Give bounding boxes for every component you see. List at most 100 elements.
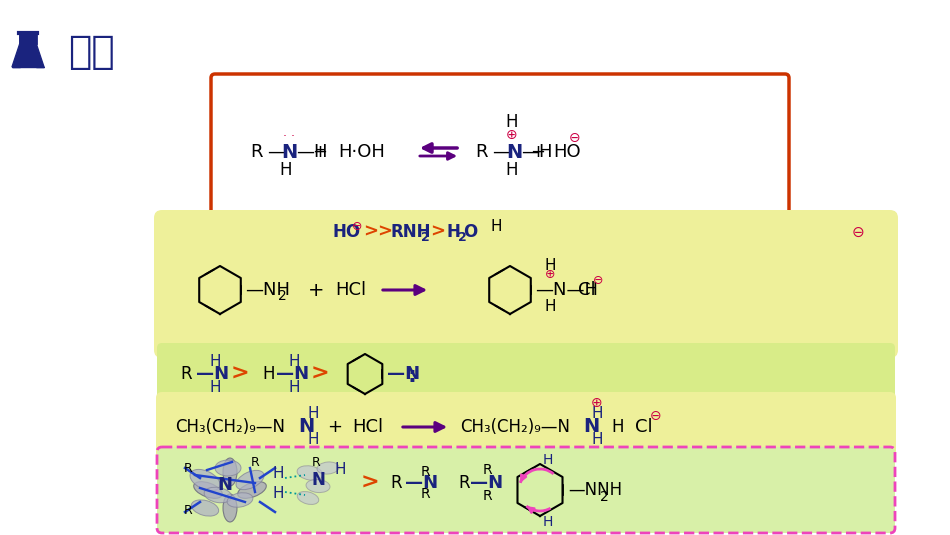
Text: ⊕: ⊕ [544,268,555,280]
Text: —: — [267,143,285,161]
Text: >: > [361,473,379,493]
Text: R: R [475,143,487,161]
Text: H: H [273,467,284,482]
Text: +: + [328,418,343,436]
Ellipse shape [223,494,237,522]
Ellipse shape [215,460,241,476]
Text: N: N [218,476,233,494]
Text: >: > [311,364,330,384]
Text: R: R [420,465,429,479]
Text: —N: —N [196,365,229,383]
Text: H: H [279,161,293,179]
FancyBboxPatch shape [157,343,895,405]
Text: H: H [334,462,346,478]
Ellipse shape [238,482,266,498]
Text: ⊕: ⊕ [591,396,603,410]
Ellipse shape [317,462,339,474]
Text: R: R [250,143,262,161]
Text: +: + [530,143,545,161]
Polygon shape [12,35,44,67]
Text: 2: 2 [421,231,429,243]
Text: HO: HO [553,143,580,161]
Ellipse shape [190,469,220,491]
Text: O: O [463,223,477,241]
Ellipse shape [227,493,253,507]
Text: —N: —N [470,474,504,492]
Ellipse shape [223,458,237,486]
Text: R: R [483,489,492,503]
Text: —N—H: —N—H [535,281,598,299]
Text: H: H [544,299,556,314]
Text: >>: >> [363,223,393,241]
Text: —NH: —NH [245,281,290,299]
Text: 碱性: 碱性 [68,33,115,71]
Ellipse shape [191,500,218,516]
Text: H: H [591,407,602,422]
Text: RNH: RNH [390,223,430,241]
Text: H: H [544,257,556,272]
Text: R: R [483,463,492,477]
Text: H: H [505,161,519,179]
Ellipse shape [204,487,232,503]
Text: H: H [591,432,602,447]
Text: HO: HO [332,223,360,241]
Text: N: N [311,471,325,489]
Text: H: H [611,418,623,436]
FancyBboxPatch shape [211,74,789,222]
Text: · ·: · · [283,129,295,142]
Ellipse shape [297,466,323,480]
Text: Cl: Cl [578,281,596,299]
Ellipse shape [297,492,319,505]
Text: ⊖: ⊖ [851,225,864,240]
Text: R: R [180,365,192,383]
Text: Cl: Cl [635,418,653,436]
Text: H: H [307,407,319,422]
Polygon shape [12,43,44,67]
Text: H: H [262,365,275,383]
Text: R: R [183,503,192,516]
Text: —N: —N [276,365,309,383]
Text: R: R [420,487,429,501]
Text: H: H [542,515,553,529]
Text: R: R [458,474,469,492]
Text: >: > [430,223,445,241]
Text: —NNH: —NNH [568,481,622,499]
Text: CH₃(CH₂)₉—N: CH₃(CH₂)₉—N [175,418,285,436]
Text: —N: —N [387,365,420,383]
Text: ⊖: ⊖ [650,409,662,423]
Text: HCl: HCl [335,281,366,299]
Text: H: H [307,432,319,447]
Text: —N: —N [405,474,438,492]
Text: HCl: HCl [352,418,383,436]
Ellipse shape [236,470,264,490]
Text: 2: 2 [278,289,287,303]
Text: ⊖: ⊖ [593,273,603,287]
Text: H·OH: H·OH [338,143,385,161]
Text: N: N [506,142,522,162]
Text: ⊖: ⊖ [569,131,580,145]
Ellipse shape [306,479,330,493]
Text: +: + [308,280,324,300]
Text: N: N [583,417,599,437]
Text: —H: —H [296,143,328,161]
Ellipse shape [194,482,222,498]
Text: —H: —H [521,143,553,161]
Text: H: H [505,113,519,131]
Text: 2: 2 [458,231,466,243]
Text: R: R [312,455,320,469]
Text: R: R [251,455,259,469]
Text: 2: 2 [600,490,609,504]
Text: R: R [390,474,402,492]
Text: ⊕: ⊕ [506,128,518,142]
Text: H: H [273,485,284,501]
Text: ⊖: ⊖ [352,219,363,233]
Text: :: : [408,366,417,386]
Text: R: R [183,462,192,475]
Text: H: H [490,218,502,233]
Text: CH₃(CH₂)₉—N: CH₃(CH₂)₉—N [460,418,570,436]
Text: H: H [288,354,300,369]
Text: H: H [209,379,220,394]
FancyBboxPatch shape [154,210,898,358]
Text: —: — [492,143,510,161]
Text: H: H [288,379,300,394]
